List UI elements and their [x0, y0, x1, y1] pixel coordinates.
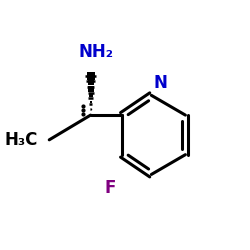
Text: H₃C: H₃C	[4, 131, 38, 149]
Text: N: N	[154, 74, 168, 92]
Text: F: F	[104, 180, 116, 198]
Text: NH₂: NH₂	[78, 43, 114, 61]
